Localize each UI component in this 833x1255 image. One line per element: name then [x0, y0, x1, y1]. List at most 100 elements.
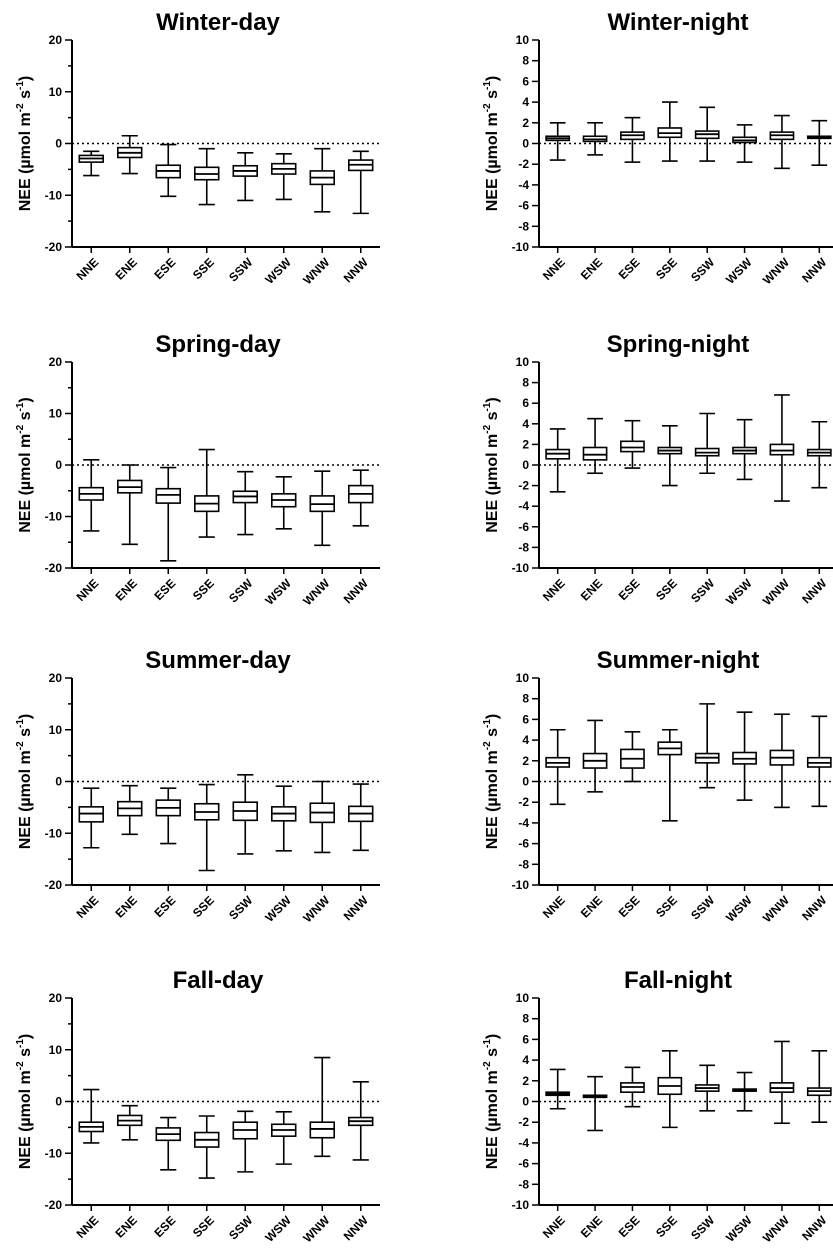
box-ese [620, 419, 645, 469]
box-nnw [348, 1081, 374, 1161]
y-tick-label: 8 [522, 1012, 529, 1026]
box-nne [545, 1068, 571, 1110]
box-sse [657, 1049, 683, 1129]
x-category-label: ENE [578, 255, 605, 282]
x-category-label: SSE [653, 255, 680, 282]
box-sse [194, 1115, 220, 1179]
box-sse [194, 147, 220, 206]
box-ssw [694, 106, 720, 162]
y-tick-label: -8 [518, 1177, 529, 1191]
x-category-label: WNW [300, 576, 333, 609]
y-tick-label: -10 [45, 510, 63, 524]
x-category-label: SSW [688, 893, 718, 923]
x-category-label: SSW [226, 893, 256, 923]
y-tick-label: 2 [522, 754, 529, 768]
x-category-label: WNW [760, 1213, 793, 1246]
x-category-label: NNW [341, 576, 372, 607]
y-tick-label: 10 [516, 991, 530, 1005]
y-tick-label: -10 [45, 1146, 63, 1160]
box-ese [155, 1116, 181, 1171]
box-nne [78, 1088, 104, 1144]
x-category-label: SSW [688, 1213, 718, 1243]
y-tick-label: 0 [55, 775, 62, 789]
x-category-label: WNW [300, 1213, 333, 1246]
y-tick-label: 6 [522, 1032, 529, 1046]
chart-title: Summer-day [145, 647, 291, 674]
box-wsw [732, 711, 757, 801]
y-tick-label: -8 [518, 219, 529, 233]
box-wnw [309, 470, 335, 547]
box-ese [620, 1066, 645, 1108]
x-category-label: ESE [616, 255, 643, 282]
y-tick-label: -20 [45, 240, 63, 254]
x-category-label: NNE [540, 893, 568, 921]
y-tick-label: 20 [49, 33, 63, 47]
box-nnw [348, 150, 374, 215]
x-category-label: ESE [151, 893, 178, 920]
x-category-label: SSW [226, 1213, 256, 1243]
y-tick-label: 2 [522, 1074, 529, 1088]
x-category-label: NNW [799, 893, 830, 924]
y-tick-label: 0 [55, 458, 62, 472]
y-tick-label: 4 [522, 1053, 529, 1067]
y-axis-label: NEE (µmol m-2 s-1) [15, 714, 34, 850]
x-category-label: ESE [616, 893, 643, 920]
box-sse [194, 448, 220, 538]
y-tick-label: 10 [516, 355, 530, 369]
y-tick-label: 0 [522, 1095, 529, 1109]
y-tick-label: -8 [518, 857, 529, 871]
box-nnw [806, 420, 832, 489]
x-category-label: WNW [300, 893, 333, 926]
x-category-label: NNW [341, 1213, 372, 1244]
chart-panel: Summer-night NEE (µmol m-2 s-1) -10 -8 -6 -4 -… [482, 647, 833, 925]
y-tick-label: 2 [522, 116, 529, 130]
x-category-label: NNE [74, 576, 102, 604]
y-tick-label: 0 [55, 1095, 62, 1109]
x-category-label: NNW [341, 255, 372, 286]
chart-title: Fall-day [173, 967, 264, 994]
x-category-label: WNW [760, 576, 793, 609]
box-ene [117, 784, 143, 836]
box-nnw [806, 715, 832, 808]
x-category-label: SSE [190, 1213, 217, 1240]
x-category-label: NNE [540, 255, 568, 283]
x-category-label: WNW [300, 255, 333, 288]
box-ene [117, 464, 143, 546]
box-ssw [694, 703, 720, 789]
y-tick-label: 10 [49, 407, 63, 421]
x-category-label: ESE [616, 1213, 643, 1240]
y-tick-label: 0 [522, 137, 529, 151]
x-category-label: NNW [341, 893, 372, 924]
chart-title: Winter-night [607, 9, 748, 36]
y-tick-label: 4 [522, 95, 529, 109]
y-axis-label: NEE (µmol m-2 s-1) [15, 1034, 34, 1170]
y-tick-label: -10 [512, 1198, 530, 1212]
box-ene [582, 122, 608, 156]
y-tick-label: -4 [518, 178, 529, 192]
box-wsw [732, 124, 757, 163]
y-tick-label: 8 [522, 692, 529, 706]
box-wnw [769, 713, 795, 809]
iqr-box [155, 487, 181, 504]
y-tick-label: -2 [518, 157, 529, 171]
y-tick-label: -10 [45, 188, 63, 202]
box-nnw [806, 119, 832, 167]
box-ssw [694, 412, 720, 475]
iqr-box [309, 1121, 335, 1139]
x-category-label: SSW [688, 255, 718, 285]
x-category-label: SSE [190, 255, 217, 282]
box-nne [78, 150, 104, 177]
y-tick-label: -6 [518, 520, 529, 534]
box-wnw [769, 394, 795, 502]
box-nne [545, 728, 571, 806]
x-category-label: ENE [113, 255, 140, 282]
y-tick-label: 0 [55, 137, 62, 151]
y-axis-label: NEE (µmol m-2 s-1) [482, 1034, 501, 1170]
x-category-label: NNE [74, 893, 102, 921]
chart-title: Winter-day [156, 9, 280, 36]
box-ene [582, 719, 608, 793]
x-category-label: WNW [760, 893, 793, 926]
y-tick-label: 6 [522, 396, 529, 410]
x-category-label: WSW [723, 576, 755, 608]
y-tick-label: 8 [522, 376, 529, 390]
